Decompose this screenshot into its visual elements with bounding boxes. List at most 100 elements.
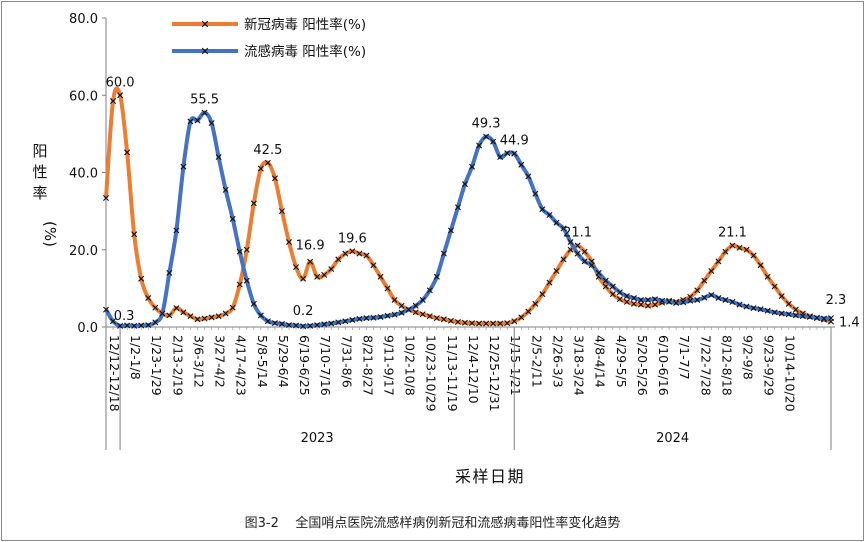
x-tick-label: 9/2-9/8: [740, 335, 755, 380]
data-point: [476, 142, 483, 149]
data-point: [813, 314, 820, 321]
data-point: [215, 154, 222, 161]
data-point: [666, 298, 673, 305]
data-point: [384, 312, 391, 319]
data-point: [377, 273, 384, 280]
data-point: [187, 313, 194, 320]
data-point: [103, 195, 109, 201]
data-point: [616, 289, 623, 296]
data-point: [356, 315, 363, 322]
data-point: [173, 227, 180, 234]
data-point: [659, 297, 666, 304]
data-point: [447, 317, 454, 324]
data-point: [342, 318, 349, 325]
data-label: 21.1: [718, 226, 747, 241]
data-point: [778, 310, 785, 317]
data-point: [511, 318, 518, 325]
data-point: [750, 252, 757, 259]
data-point: [342, 250, 349, 257]
data-point: [293, 322, 300, 329]
x-tick-label: 3/18-3/24: [572, 335, 587, 396]
data-point: [321, 271, 328, 278]
year-label: 2024: [656, 431, 689, 446]
data-point: [391, 296, 398, 303]
data-point: [757, 262, 764, 269]
data-point: [469, 320, 476, 327]
data-point: [771, 283, 778, 290]
data-point: [630, 295, 637, 302]
data-point: [602, 277, 609, 284]
data-point: [792, 306, 799, 313]
data-point: [335, 319, 342, 326]
data-point: [222, 186, 229, 193]
data-point: [806, 313, 813, 320]
data-point: [307, 258, 314, 265]
axis-titles: 采样日期 阳性率 (%): [32, 142, 523, 486]
x-tick-label: 8/12-8/18: [719, 335, 734, 396]
y-tick-label: 20.0: [69, 244, 98, 259]
x-tick-label: 1/15-1/21: [508, 335, 523, 396]
x-tick-label: 7/31-8/6: [339, 335, 354, 388]
x-tick-label: 9/11-9/17: [382, 335, 397, 396]
data-point: [764, 273, 771, 280]
data-point: [497, 154, 504, 161]
x-tick-label: 12/4-12/10: [466, 335, 481, 404]
x-tick-label: 2/26-3/3: [550, 335, 565, 388]
x-tick-label: 11/13-11/19: [445, 335, 460, 412]
flu-series-line: [104, 110, 832, 329]
data-point: [166, 269, 173, 276]
data-point: [490, 320, 497, 327]
data-point: [405, 306, 412, 313]
y-axis-title-char: 率: [32, 184, 47, 202]
legend-label: 流感病毒 阳性率(%): [244, 43, 366, 60]
data-point: [370, 262, 377, 269]
data-point: [454, 318, 461, 325]
data-point: [145, 295, 152, 302]
data-point: [778, 293, 785, 300]
data-point: [687, 297, 694, 304]
data-label: 0.3: [114, 309, 135, 324]
data-label: 49.3: [472, 117, 501, 132]
data-point: [286, 322, 292, 329]
data-point: [152, 319, 159, 326]
legend-swatch-marker: [201, 20, 209, 28]
data-point: [208, 314, 215, 321]
y-tick-label: 0.0: [77, 321, 98, 336]
data-point: [187, 118, 194, 125]
data-point: [630, 300, 637, 307]
y-axis-title-char: 阳: [32, 142, 47, 160]
data-label: 2.3: [826, 293, 847, 308]
data-point: [328, 266, 335, 273]
x-tick-label: 4/17-4/23: [234, 335, 249, 396]
data-point: [271, 175, 278, 182]
data-point: [335, 256, 342, 263]
data-point: [440, 250, 447, 257]
data-point: [300, 323, 307, 330]
data-point: [250, 300, 257, 307]
data-point: [546, 279, 553, 286]
data-point: [616, 296, 623, 303]
data-point: [595, 269, 602, 276]
data-point: [117, 92, 124, 99]
data-point: [518, 161, 525, 168]
data-label: 1.4: [839, 316, 860, 331]
data-point: [511, 150, 518, 157]
data-point: [314, 322, 321, 329]
covid-series-line: [104, 86, 832, 326]
data-point: [264, 159, 271, 166]
data-point: [743, 303, 750, 310]
data-point: [581, 248, 588, 255]
data-point: [173, 305, 180, 312]
data-point: [461, 181, 468, 188]
data-point: [764, 307, 771, 314]
x-tick-label: 4/8-4/14: [593, 335, 608, 388]
x-tick-label: 5/29-6/4: [276, 335, 291, 388]
data-point: [257, 312, 264, 319]
data-label: 21.1: [563, 226, 592, 241]
data-point: [124, 149, 131, 156]
data-point: [194, 316, 201, 323]
data-point: [321, 321, 328, 328]
x-tick-label: 6/19-6/25: [297, 335, 312, 396]
data-point: [349, 317, 356, 324]
data-point: [525, 308, 532, 315]
